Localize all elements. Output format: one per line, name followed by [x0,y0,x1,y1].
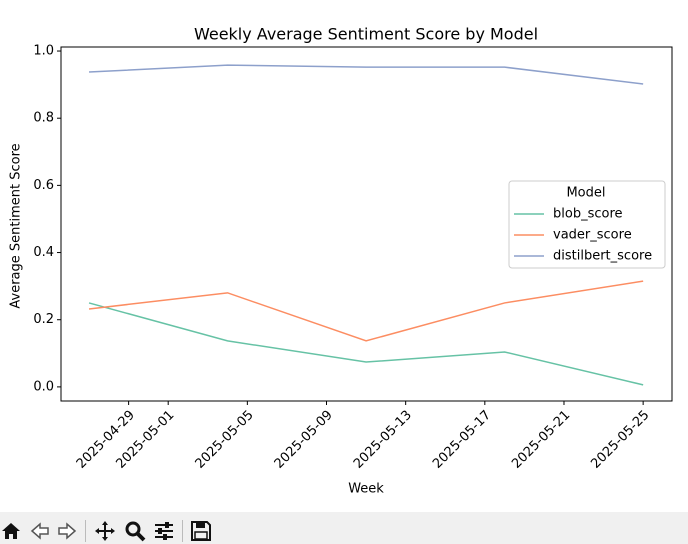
toolbar [0,512,688,544]
y-tick-label: 0.2 [33,312,54,327]
chart-title: Weekly Average Sentiment Score by Model [194,25,538,44]
y-tick-label: 0.8 [33,111,54,126]
chart: Weekly Average Sentiment Score by Model … [9,25,673,497]
x-axis-label: Week [348,482,384,497]
forward-button[interactable] [56,520,78,542]
x-tick-label: 2025-05-25 [588,408,652,472]
legend-label: distilbert_score [553,249,652,264]
series-line [88,302,644,386]
axes-frame [60,46,673,402]
x-tick-label: 2025-05-05 [193,408,257,472]
back-button[interactable] [29,520,51,542]
zoom-button[interactable] [124,520,146,542]
configure-button[interactable] [153,520,175,542]
y-tick-label: 0.0 [33,379,54,394]
x-tick-label: 2025-05-21 [509,408,573,472]
legend-label: vader_score [553,228,632,243]
y-tick-label: 1.0 [33,44,54,59]
x-tick-label: 2025-05-09 [272,408,336,472]
x-tick-label: 2025-05-13 [351,408,415,472]
y-tick-label: 0.6 [33,178,54,193]
separator [85,520,86,542]
separator [182,520,183,542]
x-tick-label: 2025-05-17 [430,408,494,472]
y-axis-label: Average Sentiment Score [9,143,24,308]
series-line [88,64,644,85]
legend-box [508,180,666,269]
series-line [88,280,644,342]
pan-button[interactable] [94,520,116,542]
home-button[interactable] [0,520,22,542]
legend-title: Model [566,186,605,201]
y-tick-label: 0.4 [33,245,54,260]
save-button[interactable] [190,520,212,542]
legend-label: blob_score [553,207,623,222]
